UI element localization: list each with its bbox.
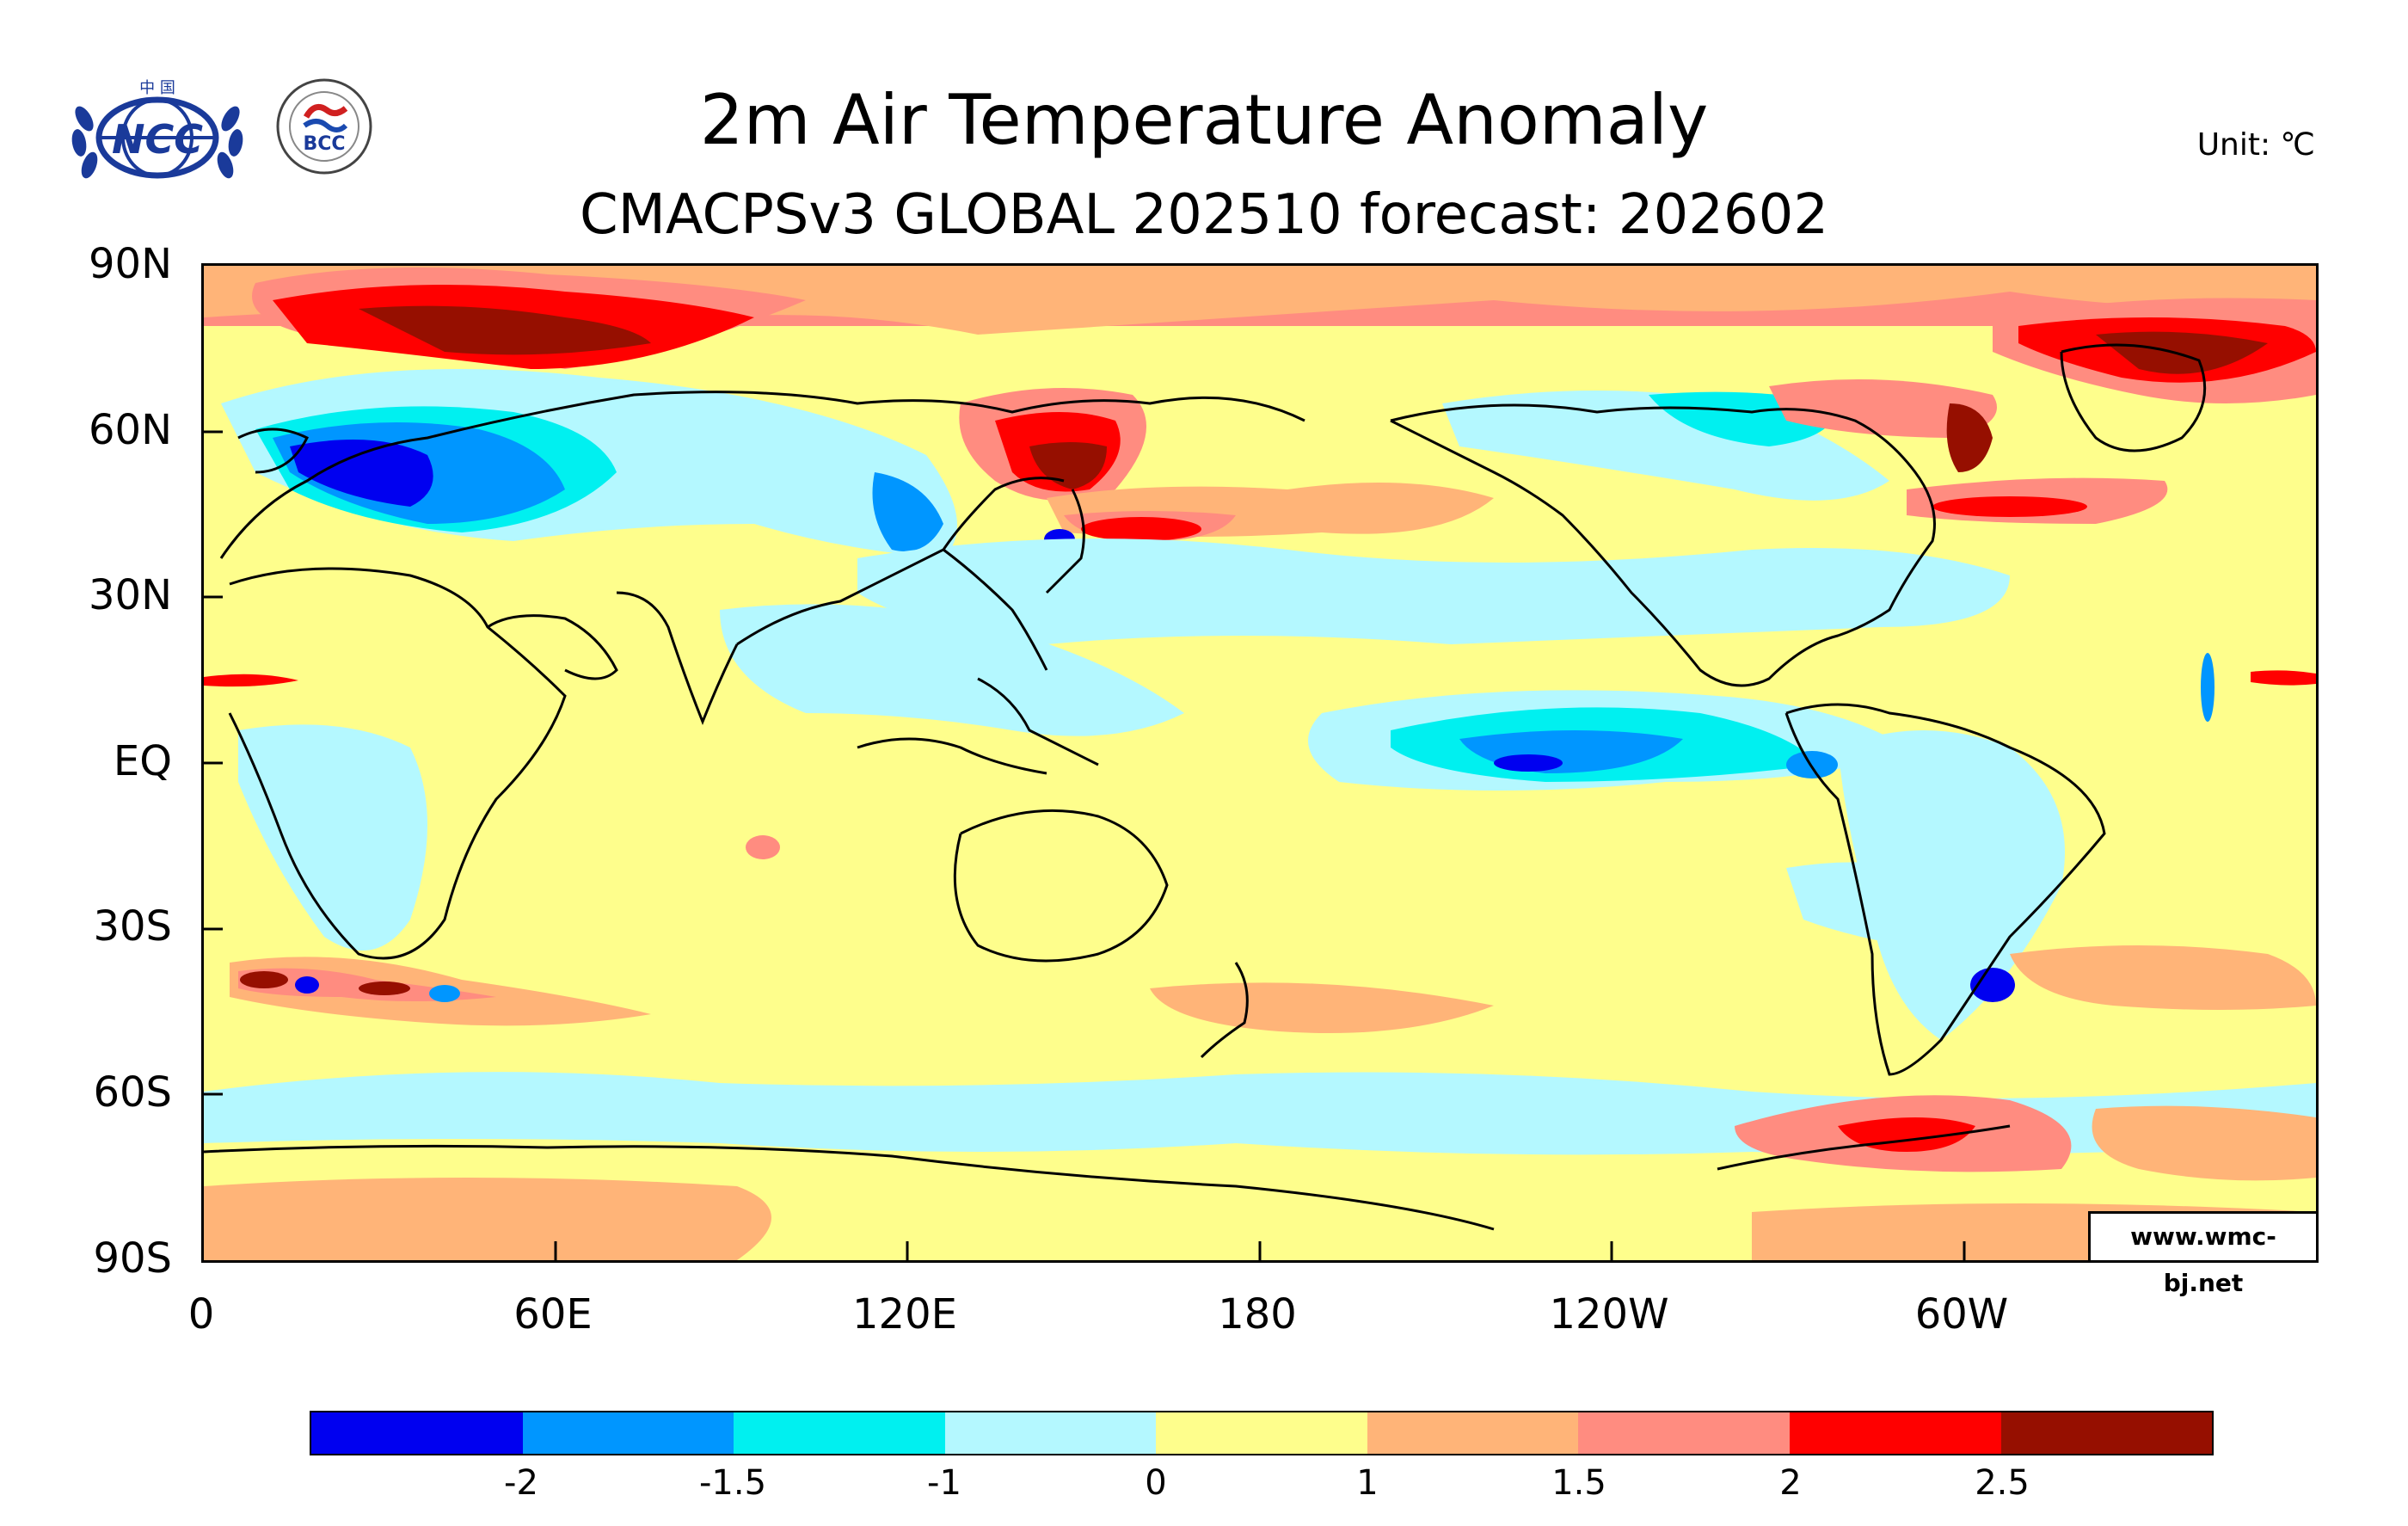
lat-label-60s: 60S	[93, 1068, 172, 1117]
colorbar-swatch	[1578, 1412, 1790, 1454]
anomaly-field	[204, 266, 2316, 1260]
colorbar-label: -1.5	[698, 1463, 767, 1503]
lon-label-60w: 60W	[1914, 1290, 2009, 1338]
page-subtitle: CMACPSv3 GLOBAL 202510 forecast: 202602	[579, 183, 1829, 247]
ncc-logo-top-text: 中 国	[139, 79, 175, 97]
lat-label-eq: EQ	[113, 737, 172, 785]
colorbar-swatch	[734, 1412, 945, 1454]
lon-label-0: 0	[187, 1290, 215, 1338]
lat-label-30n: 30N	[89, 571, 172, 619]
lat-label-90n: 90N	[89, 240, 172, 288]
ncc-logo: NCC 中 国	[71, 79, 243, 179]
anomaly-map	[201, 263, 2319, 1263]
colorbar-label: 0	[1145, 1463, 1167, 1503]
ncc-laurel-icon	[71, 106, 243, 179]
colorbar-label: -1	[927, 1463, 961, 1503]
colorbar-label: -2	[504, 1463, 538, 1503]
colorbar-swatch	[522, 1412, 734, 1454]
colorbar-swatch	[311, 1412, 523, 1454]
colorbar-swatch	[1367, 1412, 1579, 1454]
bcc-logo-text: BCC	[303, 133, 345, 155]
bcc-swirl-icon	[303, 103, 348, 119]
ncc-logo-text: NCC	[112, 116, 203, 163]
colorbar-swatch	[944, 1412, 1157, 1454]
unit-label: Unit: ℃	[2196, 127, 2315, 163]
bcc-logo: BCC	[276, 78, 372, 175]
colorbar-swatch	[1789, 1412, 2001, 1454]
map-ticks	[204, 430, 1966, 1260]
colorbar-label: 2	[1779, 1463, 1802, 1503]
colorbar-swatch	[1156, 1412, 1367, 1454]
anomaly-shading	[204, 266, 2316, 1260]
colorbar-label: 1	[1356, 1463, 1379, 1503]
colorbar-swatch	[2000, 1412, 2213, 1454]
source-credit: www.wmc-bj.net	[2088, 1211, 2319, 1297]
coastlines	[204, 343, 2207, 1231]
colorbar	[310, 1411, 2214, 1455]
lon-label-60e: 60E	[513, 1290, 593, 1338]
lat-label-30s: 30S	[93, 902, 172, 951]
lat-label-60n: 60N	[89, 406, 172, 454]
lon-label-120e: 120E	[852, 1290, 957, 1338]
lon-label-180: 180	[1218, 1290, 1297, 1338]
colorbar-label: 1.5	[1551, 1463, 1606, 1503]
lon-label-120w: 120W	[1549, 1290, 1669, 1338]
lat-label-90s: 90S	[93, 1234, 172, 1283]
colorbar-label: 2.5	[1975, 1463, 2030, 1503]
page-title: 2m Air Temperature Anomaly	[699, 80, 1709, 160]
